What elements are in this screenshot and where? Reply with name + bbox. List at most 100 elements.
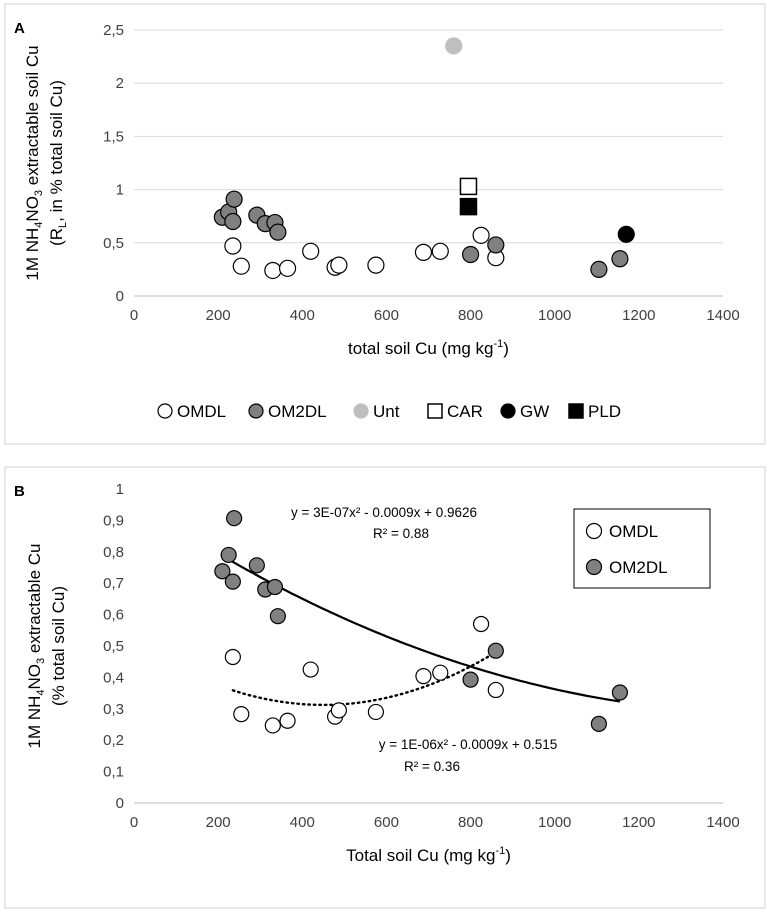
y-tick-label: 0,3 bbox=[103, 701, 124, 718]
legend-label-om2dl: OM2DL bbox=[609, 558, 668, 577]
point-omdl bbox=[330, 256, 348, 274]
legend-marker-pld bbox=[568, 403, 584, 419]
point-unt bbox=[445, 37, 463, 55]
x-axis-title: total soil Cu (mg kg-1) bbox=[348, 338, 509, 358]
point-om2dl bbox=[590, 715, 607, 732]
y-tick-label: 0,6 bbox=[103, 607, 124, 624]
y-tick-label: 1 bbox=[116, 481, 124, 498]
legend-label-car: CAR bbox=[447, 402, 483, 421]
trendline-omdl bbox=[231, 650, 497, 707]
trendline-om2dl bbox=[221, 554, 621, 703]
y-axis-title-part: extractable Cu bbox=[25, 544, 44, 658]
point-omdl bbox=[367, 703, 385, 721]
point-omdl bbox=[414, 243, 433, 261]
x-axis-title-sup: -1 bbox=[495, 845, 505, 857]
panel-a-chart: 0 0,5 1 1,5 2 2,5 0 200 400 600 800 1000 1200 1400 tot… bbox=[23, 22, 740, 421]
point-om2dl bbox=[462, 671, 479, 688]
y-axis-title-line2: (RL, in % total soil Cu) bbox=[47, 80, 69, 246]
x-tick-label: 1400 bbox=[706, 814, 739, 831]
point-om2dl bbox=[224, 212, 242, 231]
x-tick-label: 600 bbox=[374, 307, 399, 324]
legend-label-omdl: OMDL bbox=[177, 402, 226, 421]
legend-marker-om2dl bbox=[248, 403, 264, 419]
point-omdl bbox=[224, 648, 241, 666]
legend-marker-omdl bbox=[157, 403, 173, 419]
legend-label-unt: Unt bbox=[373, 402, 400, 421]
point-gw bbox=[617, 225, 635, 243]
trendline-r2: R² = 0.36 bbox=[404, 759, 460, 774]
y-axis-title-sub: 3 bbox=[33, 190, 45, 196]
x-tick-label: 1000 bbox=[538, 307, 571, 324]
x-tick-label: 0 bbox=[130, 307, 138, 324]
point-omdl bbox=[264, 261, 282, 280]
y-tick-label: 0,2 bbox=[103, 732, 124, 749]
trendline-equation: y = 1E-06x² - 0.0009x + 0.515 bbox=[379, 737, 558, 752]
legend-marker-omdl bbox=[585, 522, 603, 540]
point-omdl bbox=[487, 681, 504, 699]
y-tick-label: 0,9 bbox=[103, 512, 124, 529]
point-omdl bbox=[224, 237, 242, 255]
legend-marker-om2dl bbox=[585, 558, 603, 576]
legend-marker-gw bbox=[500, 403, 516, 419]
point-om2dl bbox=[487, 642, 504, 659]
y-tick-label: 0,1 bbox=[103, 764, 124, 781]
point-omdl bbox=[278, 259, 297, 277]
legend-marker-car bbox=[427, 403, 443, 419]
point-om2dl bbox=[487, 236, 505, 254]
point-om2dl bbox=[269, 223, 287, 241]
y-tick-label: 0,4 bbox=[103, 669, 124, 686]
x-axis-title: Total soil Cu (mg kg-1) bbox=[346, 845, 511, 865]
point-car bbox=[459, 177, 478, 196]
point-om2dl bbox=[611, 684, 629, 701]
x-axis-title-text: total soil Cu (mg kg bbox=[348, 339, 494, 358]
y-tick-label: 0,5 bbox=[103, 638, 124, 655]
y-axis-title-sub: 3 bbox=[35, 658, 47, 664]
point-omdl bbox=[367, 256, 385, 274]
point-omdl bbox=[302, 661, 319, 678]
y-axis-title-part: (% total soil Cu) bbox=[49, 586, 68, 706]
legend-label-omdl: OMDL bbox=[609, 522, 658, 541]
x-tick-label: 1200 bbox=[622, 814, 655, 831]
point-om2dl bbox=[611, 250, 629, 268]
x-tick-label: 1200 bbox=[622, 307, 655, 324]
y-axis-title-sub: L bbox=[57, 222, 69, 228]
y-axis-title-line1: 1M NH4NO3 extractable soil Cu bbox=[23, 45, 45, 280]
point-omdl bbox=[232, 257, 250, 275]
y-tick-label: 1,5 bbox=[103, 128, 124, 145]
panel-b-chart: 0 0,1 0,2 0,3 0,4 0,5 0,6 0,7 0,8 0,9 1 0 200 400 600 8… bbox=[25, 481, 740, 865]
point-om2dl bbox=[266, 578, 284, 596]
panel-a-frame bbox=[4, 3, 766, 445]
x-axis-title-end: ) bbox=[503, 339, 509, 358]
point-pld bbox=[459, 197, 478, 216]
point-omdl bbox=[264, 717, 281, 734]
y-axis-title-line2: (% total soil Cu) bbox=[49, 586, 68, 706]
legend-label-om2dl: OM2DL bbox=[268, 402, 327, 421]
x-tick-label: 200 bbox=[206, 814, 231, 831]
x-tick-label: 1000 bbox=[538, 814, 571, 831]
y-tick-label: 0,5 bbox=[103, 235, 124, 252]
point-om2dl bbox=[248, 557, 265, 574]
x-axis-title-text: Total soil Cu (mg kg bbox=[346, 846, 495, 865]
point-omdl bbox=[233, 706, 250, 723]
panel-a-letter: A bbox=[14, 20, 25, 37]
x-tick-label: 0 bbox=[130, 814, 138, 831]
y-axis-title-sub: 4 bbox=[33, 222, 45, 228]
y-axis-title-part: extractable soil Cu bbox=[23, 45, 42, 190]
y-axis-title-part: (R bbox=[47, 228, 66, 246]
legend-box bbox=[573, 508, 711, 589]
y-axis-title-line1: 1M NH4NO3 extractable Cu bbox=[25, 544, 47, 749]
y-tick-label: 0,8 bbox=[103, 544, 124, 561]
y-axis-title-part: NO bbox=[25, 664, 44, 690]
x-tick-label: 600 bbox=[374, 814, 399, 831]
x-tick-label: 400 bbox=[290, 307, 315, 324]
legend-label-gw: GW bbox=[520, 402, 549, 421]
point-omdl bbox=[472, 615, 490, 633]
y-tick-label: 2 bbox=[116, 75, 124, 92]
y-axis-title-sub: 4 bbox=[35, 689, 47, 695]
legend-label-pld: PLD bbox=[588, 402, 621, 421]
point-om2dl bbox=[590, 260, 608, 278]
point-om2dl bbox=[226, 510, 243, 527]
y-axis-title-part: , in % total soil Cu) bbox=[47, 80, 66, 222]
point-om2dl bbox=[214, 563, 231, 580]
